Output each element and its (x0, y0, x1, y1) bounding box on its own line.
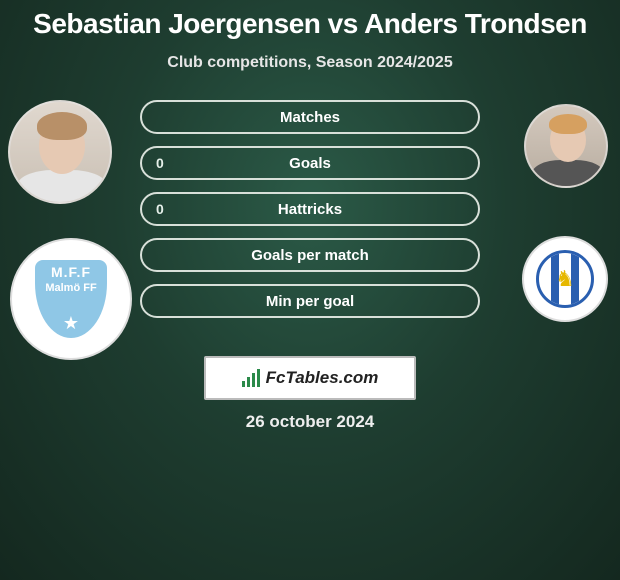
stat-row-hattricks: 0 Hattricks (140, 192, 480, 226)
club-left-crest: M.F.F Malmö FF ★ (10, 238, 132, 360)
stat-label: Hattricks (278, 201, 342, 218)
stat-label: Goals (289, 155, 331, 172)
stat-row-min-per-goal: Min per goal (140, 284, 480, 318)
stat-label: Min per goal (266, 293, 354, 310)
lion-icon: ♞ (555, 266, 575, 292)
comparison-panel: M.F.F Malmö FF ★ ♞ Matches 0 Goals 0 Hat… (0, 100, 620, 400)
stat-row-goals-per-match: Goals per match (140, 238, 480, 272)
stat-left-value: 0 (156, 201, 164, 217)
avatar-hair-shape (37, 112, 87, 140)
avatar-hair-shape (549, 114, 587, 134)
stat-label: Goals per match (251, 247, 369, 264)
player-left-avatar (8, 100, 112, 204)
star-icon: ★ (63, 313, 79, 334)
page-title: Sebastian Joergensen vs Anders Trondsen (0, 0, 620, 40)
avatar-body-shape (532, 160, 604, 188)
stat-row-matches: Matches (140, 100, 480, 134)
crest-abbrev: M.F.F (51, 264, 91, 280)
malmo-shield-icon: M.F.F Malmö FF ★ (35, 260, 107, 338)
stat-left-value: 0 (156, 155, 164, 171)
site-logo-text: FcTables.com (266, 368, 379, 388)
snapshot-date: 26 october 2024 (246, 412, 375, 432)
stat-pill-column: Matches 0 Goals 0 Hattricks Goals per ma… (140, 100, 480, 330)
club-right-crest: ♞ (522, 236, 608, 322)
bar-chart-icon (242, 369, 260, 387)
crest-club-name: Malmö FF (45, 282, 96, 294)
stat-label: Matches (280, 109, 340, 126)
site-logo-box: FcTables.com (204, 356, 416, 400)
player-right-avatar (524, 104, 608, 188)
ifk-shield-icon: ♞ (536, 250, 594, 308)
avatar-body-shape (17, 170, 107, 204)
stat-row-goals: 0 Goals (140, 146, 480, 180)
page-subtitle: Club competitions, Season 2024/2025 (0, 54, 620, 72)
